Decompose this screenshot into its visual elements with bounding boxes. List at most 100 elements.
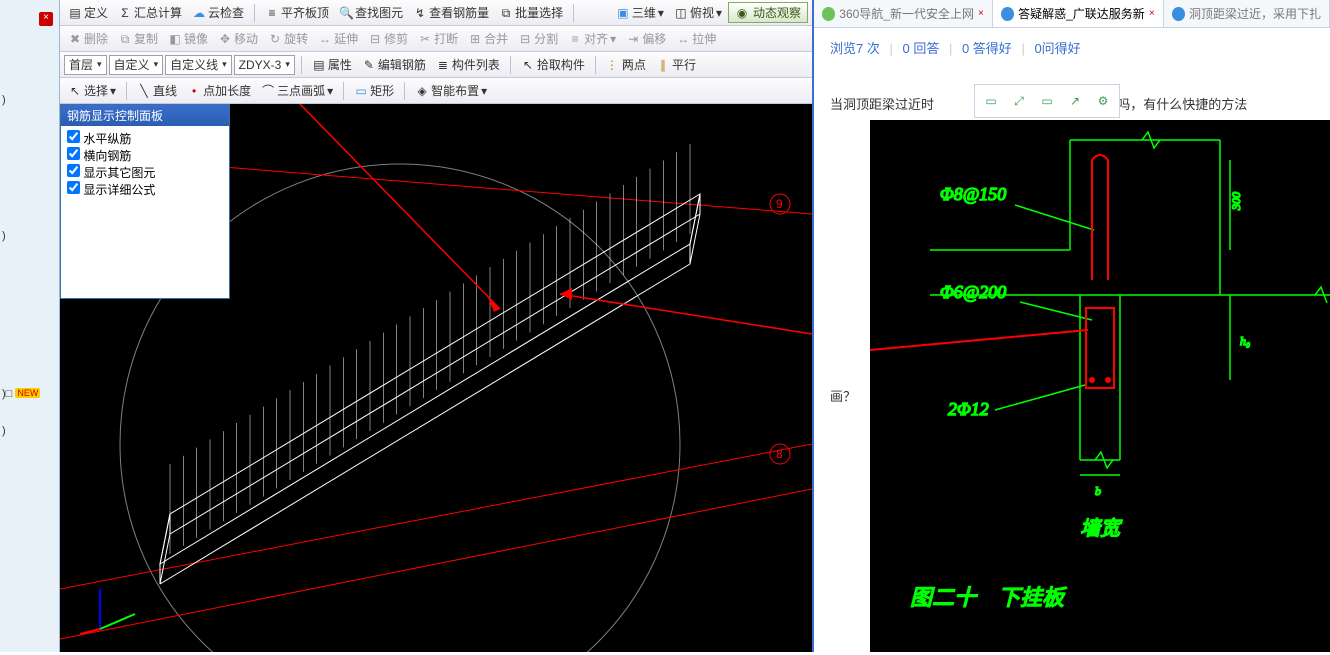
rebar-control-panel[interactable]: 钢筋显示控制面板 水平纵筋 横向钢筋 显示其它图元 显示详细公式 [60,104,230,299]
plane-icon: ≡ [265,6,279,20]
stats-row: 浏览7 次 | 0 回答 | 0 答得好 | 0问得好 [814,28,1330,67]
btn-extend[interactable]: ↔延伸 [314,28,362,49]
btn-split[interactable]: ⊟分割 [514,28,562,49]
btn-line[interactable]: ╲直线 [133,80,181,101]
btn-delete[interactable]: ✖删除 [64,28,112,49]
chk-4-label: 显示详细公式 [83,183,155,197]
new-badge: NEW [15,388,40,398]
btn-align[interactable]: ≡对齐▾ [564,28,620,49]
btn-parallel[interactable]: ∥平行 [652,54,700,75]
btn-attrs[interactable]: ▤属性 [308,54,356,75]
diagram-caption-2: 图二十 下挂板 [910,585,1067,610]
chevron-down-icon: ▾ [110,84,116,98]
img-tool-1[interactable]: ▭ [979,89,1003,113]
chk-transverse[interactable]: 横向钢筋 [67,147,223,164]
tab-question[interactable]: 洞顶距梁过近，采用下扎 [1164,0,1330,27]
btn-mirror[interactable]: ◧镜像 [164,28,212,49]
side-item-4[interactable]: ) [2,425,6,437]
img-tool-expand[interactable]: ⤢ [1007,89,1031,113]
image-toolbar: ▭ ⤢ ▭ ↗ ⚙ [974,84,1120,118]
mirror-icon: ◧ [168,32,182,46]
chk-2[interactable] [67,147,80,160]
toolbar-row-2: ✖删除 ⧉复制 ◧镜像 ✥移动 ↻旋转 ↔延伸 ⊟修剪 ✂打断 ⊞合并 ⊟分割 … [60,26,812,52]
chk-show-formula[interactable]: 显示详细公式 [67,181,223,198]
btn-two-pt[interactable]: ⋮⋮两点 [602,54,650,75]
label-phi6: Φ6@200 [940,282,1006,302]
btn-break[interactable]: ✂打断 [414,28,462,49]
btn-move[interactable]: ✥移动 [214,28,262,49]
chk-4[interactable] [67,181,80,194]
chk-3[interactable] [67,164,80,177]
btn-select-label: 选择 [84,82,108,99]
btn-comp-list[interactable]: ≣构件列表 [432,54,504,75]
rotate-icon: ↻ [268,32,282,46]
btn-persp[interactable]: ◫俯视▾ [670,2,726,23]
btn-cloud-check-label: 云检查 [208,4,244,21]
picker-icon: ↖ [521,58,535,72]
btn-copy[interactable]: ⧉复制 [114,28,162,49]
btn-merge[interactable]: ⊞合并 [464,28,512,49]
btn-stretch[interactable]: ↔拉伸 [672,28,720,49]
twopt-icon: ⋮⋮ [606,58,620,72]
trim-icon: ⊟ [368,32,382,46]
stat-browse: 浏览7 次 [830,41,880,56]
img-tool-3[interactable]: ▭ [1035,89,1059,113]
btn-dyn-obs[interactable]: ◉ 动态观察 [728,2,808,23]
btn-align-label: 对齐 [584,30,608,47]
btn-copy-label: 复制 [134,30,158,47]
side-item-2[interactable]: ) [2,230,6,242]
btn-find-elem[interactable]: 🔍查找图元 [335,2,407,23]
btn-sum-calc[interactable]: Σ汇总计算 [114,2,186,23]
chk-show-other[interactable]: 显示其它图元 [67,164,223,181]
chevron-down-icon: ▾ [610,32,616,46]
chevron-down-icon: ▾ [222,59,227,70]
tab-360[interactable]: 360导航_新一代安全上网 × [814,0,993,27]
orbit-icon: ◉ [735,6,749,20]
btn-rect[interactable]: ▭矩形 [350,80,398,101]
chevron-down-icon: ▾ [327,84,333,98]
btn-cloud-check[interactable]: ☁云检查 [188,2,248,23]
label-2phi12: 2Φ12 [948,399,989,419]
btn-edit-rebar[interactable]: ✎编辑钢筋 [358,54,430,75]
rebar-panel-body: 水平纵筋 横向钢筋 显示其它图元 显示详细公式 [61,126,229,298]
close-sidebar-button[interactable]: × [39,12,53,26]
btn-three-pt-arc[interactable]: ⌒三点画弧▾ [257,80,337,101]
btn-define[interactable]: ▤定义 [64,2,112,23]
btn-batch-sel[interactable]: ⧉批量选择 [495,2,567,23]
cloud-icon: ☁ [192,6,206,20]
img-tool-share[interactable]: ↗ [1063,89,1087,113]
side-item-1[interactable]: ) [2,94,6,106]
stat-good-ans: 0 答得好 [962,41,1012,56]
sel-zdyx[interactable]: ZDYX-3▾ [234,55,295,75]
btn-rotate[interactable]: ↻旋转 [264,28,312,49]
btn-3d[interactable]: ▣三维▾ [612,2,668,23]
btn-pick-comp-label: 拾取构件 [537,56,585,73]
btn-dyn-obs-label: 动态观察 [753,4,801,21]
toolbar-row-4: ↖选择▾ ╲直线 •点加长度 ⌒三点画弧▾ ▭矩形 ◈智能布置▾ [60,78,812,104]
edit-icon: ✎ [362,58,376,72]
btn-smart-place[interactable]: ◈智能布置▾ [411,80,491,101]
btn-trim[interactable]: ⊟修剪 [364,28,412,49]
btn-pick-comp[interactable]: ↖拾取构件 [517,54,589,75]
engineering-diagram: 300 h₀ b Φ8@150 Φ6@200 2Φ12 墙宽 图二十 下挂板 [870,120,1330,652]
sel-floor[interactable]: 首层▾ [64,55,107,75]
btn-flat-top[interactable]: ≡平齐板顶 [261,2,333,23]
tab-360-label: 360导航_新一代安全上网 [839,5,974,22]
sel-custom[interactable]: 自定义▾ [109,55,164,75]
tab-qa[interactable]: 答疑解惑_广联达服务新 × [993,0,1164,27]
sel-custom-line[interactable]: 自定义线▾ [165,55,232,75]
btn-edit-rebar-label: 编辑钢筋 [378,56,426,73]
chevron-down-icon: ▾ [658,6,664,20]
tab-close-icon[interactable]: × [978,8,984,19]
rebar-panel-title: 钢筋显示控制面板 [61,105,229,126]
chk-horiz-long[interactable]: 水平纵筋 [67,130,223,147]
btn-pt-len[interactable]: •点加长度 [183,80,255,101]
chk-1[interactable] [67,130,80,143]
sel-floor-label: 首层 [69,56,93,73]
side-item-3[interactable]: )□ NEW [2,388,40,400]
btn-select[interactable]: ↖选择▾ [64,80,120,101]
tab-close-icon[interactable]: × [1149,8,1155,19]
btn-offset[interactable]: ⇥偏移 [622,28,670,49]
btn-view-rebar[interactable]: ↯查看钢筋量 [409,2,493,23]
img-tool-settings[interactable]: ⚙ [1091,89,1115,113]
